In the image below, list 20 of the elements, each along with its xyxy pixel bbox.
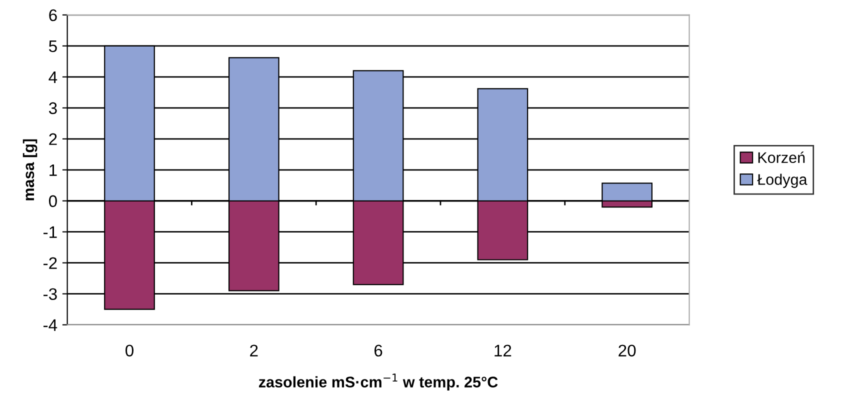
x-axis-title: zasolenie mS·cm$^{−1}$ w temp. 25°C [258, 374, 498, 390]
y-tick-label: 5 [48, 40, 57, 52]
y-tick-label: -2 [44, 257, 57, 269]
y-tick-label: 6 [49, 9, 57, 22]
y-tick-label: -4 [44, 319, 58, 331]
y-tick-label: -3 [44, 288, 57, 300]
x-tick-label: 12 [494, 344, 512, 356]
x-tick-label: 20 [618, 344, 636, 357]
y-axis-title: masa [g] [22, 139, 38, 200]
y-tick-label: 1 [50, 164, 57, 176]
y-tick-label: 3 [48, 102, 57, 114]
y-tick-label: -1 [44, 226, 57, 238]
x-tick-label: 6 [374, 344, 382, 357]
legend-label: Łodyga [757, 174, 808, 188]
y-tick-label: 2 [49, 133, 57, 145]
y-tick-label: 4 [48, 71, 58, 83]
x-tick-label: 0 [126, 344, 134, 357]
x-tick-label: 2 [250, 344, 258, 356]
y-tick-label: 0 [48, 195, 57, 208]
legend-label: Korzeń [758, 152, 805, 164]
